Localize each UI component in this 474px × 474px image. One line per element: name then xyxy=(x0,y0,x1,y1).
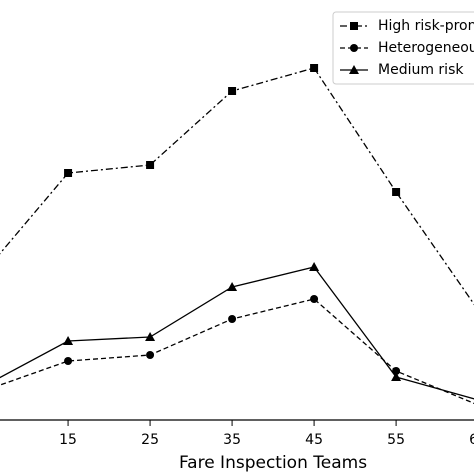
marker xyxy=(146,351,155,359)
marker xyxy=(64,169,73,177)
x-tick-label: 55 xyxy=(387,432,405,448)
x-tick-label: 35 xyxy=(223,432,241,448)
legend-marker xyxy=(350,22,358,30)
marker xyxy=(391,372,402,381)
marker xyxy=(309,262,320,271)
marker xyxy=(392,367,401,375)
legend-box xyxy=(332,11,474,85)
x-tick-label: 65 xyxy=(469,432,474,448)
line xyxy=(0,67,474,306)
legend: High risk-prone Heterogeneous Medium risk xyxy=(332,11,474,85)
legend-label: Medium risk xyxy=(378,62,464,78)
legend-marker xyxy=(349,65,359,74)
marker xyxy=(64,357,73,365)
legend-marker xyxy=(350,44,358,52)
marker xyxy=(63,336,74,345)
x-tick-label: 45 xyxy=(305,432,323,448)
legend-label: High risk-prone xyxy=(378,18,474,34)
marker xyxy=(310,64,319,72)
series xyxy=(0,295,474,405)
marker xyxy=(310,295,319,303)
line xyxy=(0,298,474,405)
marker xyxy=(227,282,238,291)
x-tick-label: 25 xyxy=(141,432,159,448)
marker xyxy=(392,188,401,196)
x-tick-label: 15 xyxy=(59,432,77,448)
line xyxy=(0,266,474,400)
marker xyxy=(146,161,155,169)
marker xyxy=(228,315,237,323)
x-axis-label: Fare Inspection Teams xyxy=(179,453,367,473)
marker xyxy=(228,87,237,95)
series xyxy=(0,262,474,404)
marker xyxy=(145,332,156,341)
series xyxy=(0,64,474,306)
legend-label: Heterogeneous xyxy=(378,40,474,56)
